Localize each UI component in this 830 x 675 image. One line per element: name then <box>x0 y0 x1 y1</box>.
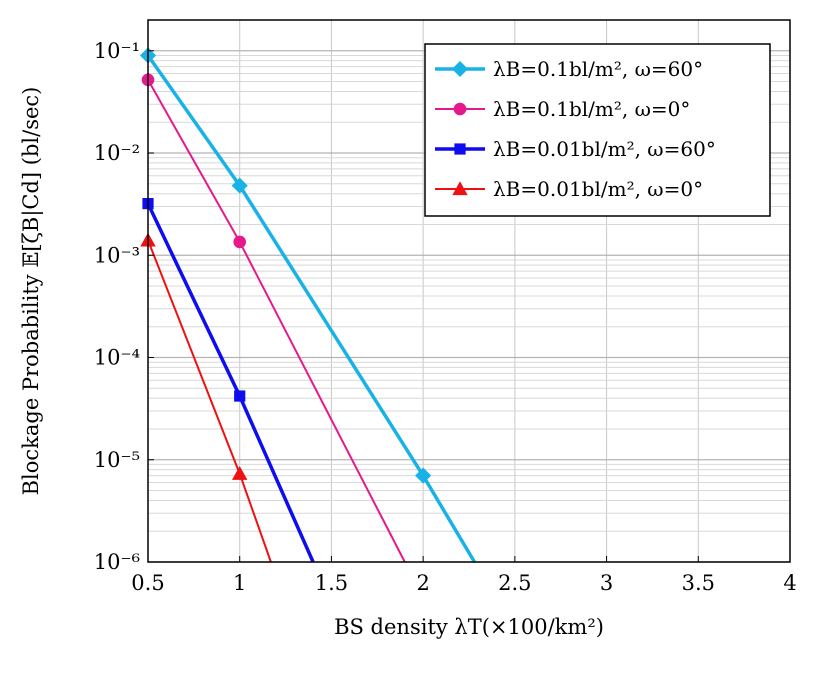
y-tick-label: 10⁻⁵ <box>94 448 140 472</box>
y-tick-label: 10⁻⁴ <box>94 346 140 370</box>
series-group <box>140 232 272 563</box>
legend-item: λB=0.01bl/m², ω=60° <box>435 137 716 161</box>
x-tick-label: 2 <box>416 571 429 595</box>
y-tick-label: 10⁻³ <box>94 243 140 267</box>
series-layer <box>139 47 477 563</box>
x-tick-label: 1.5 <box>315 571 348 595</box>
x-axis-label: BS density λT(×100/km²) <box>334 615 604 639</box>
legend-marker <box>453 102 467 116</box>
series-line <box>147 79 406 563</box>
x-tick-label: 0.5 <box>131 571 164 595</box>
x-tick-label: 3.5 <box>682 571 715 595</box>
legend: λB=0.1bl/m², ω=60° λB=0.1bl/m², ω=0° λB=0.… <box>424 43 771 217</box>
legend-label: λB=0.1bl/m², ω=0° <box>493 97 690 121</box>
legend-marker <box>452 181 468 196</box>
x-tick-label: 1 <box>233 571 246 595</box>
series-group <box>141 73 406 563</box>
legend-marker <box>454 143 466 155</box>
series-line <box>147 239 272 563</box>
data-point <box>415 467 432 484</box>
legend-label: λB=0.1bl/m², ω=60° <box>493 57 703 81</box>
y-tick-label: 10⁻² <box>94 141 140 165</box>
legend-label: λB=0.01bl/m², ω=60° <box>493 137 716 161</box>
legend-item: λB=0.1bl/m², ω=0° <box>435 97 690 121</box>
legend-item: λB=0.01bl/m², ω=0° <box>435 177 703 201</box>
data-point <box>233 235 247 249</box>
ticks: 0.5 1 1.5 2 2.5 3 3.5 4 10⁻⁶ 10⁻⁵ 10⁻⁴ 10⁻³ 10⁻² 10⁻¹ <box>94 39 797 595</box>
legend-label: λB=0.01bl/m², ω=0° <box>493 177 703 201</box>
data-point <box>232 466 248 480</box>
plot-frame <box>147 19 791 563</box>
y-axis-label: Blockage Probability 𝔼[ζB|Cd] (bl/sec) <box>19 87 44 496</box>
x-tick-label: 3 <box>600 571 613 595</box>
legend-marker <box>451 60 469 78</box>
x-tick-label: 2.5 <box>498 571 531 595</box>
data-point <box>231 177 248 194</box>
series-line <box>146 202 315 563</box>
x-tick-label: 4 <box>783 571 796 595</box>
y-tick-label: 10⁻¹ <box>94 39 140 63</box>
series-line <box>146 54 477 563</box>
legend-box <box>424 43 771 217</box>
y-tick-label: 10⁻⁶ <box>94 550 140 574</box>
legend-item: λB=0.1bl/m², ω=60° <box>435 57 703 81</box>
data-point <box>234 390 246 402</box>
